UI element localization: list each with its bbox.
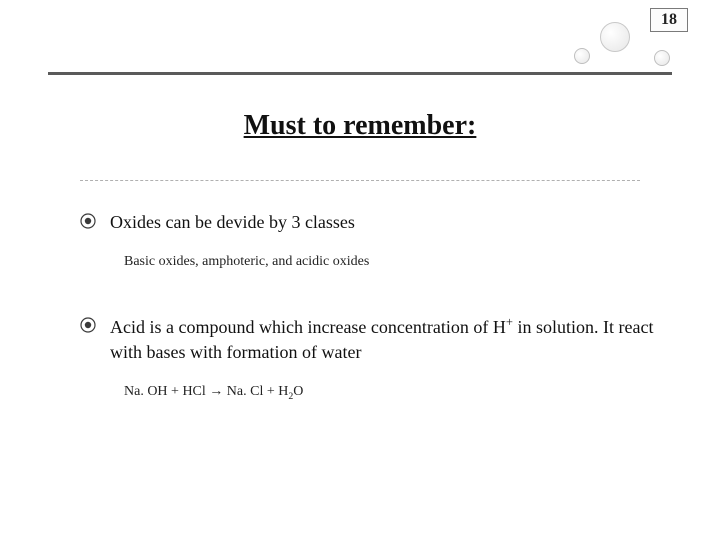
dashed-separator <box>80 180 640 181</box>
item-heading: Oxides can be devide by 3 classes <box>110 210 355 234</box>
page-number: 18 <box>650 8 688 32</box>
decoration-circle <box>574 48 590 64</box>
decoration-circle <box>600 22 630 52</box>
item-body: Na. OH + HCl → Na. Cl + H2O <box>124 384 660 402</box>
list-item: Acid is a compound which increase concen… <box>80 314 660 401</box>
decoration-circle <box>654 50 670 66</box>
item-body: Basic oxides, amphoteric, and acidic oxi… <box>124 254 660 270</box>
item-heading: Acid is a compound which increase concen… <box>110 314 660 364</box>
list-item: Oxides can be devide by 3 classes Basic … <box>80 210 660 270</box>
horizontal-rule <box>48 72 672 75</box>
bullet-icon <box>80 317 96 333</box>
bullet-icon <box>80 213 96 229</box>
content-area: Oxides can be devide by 3 classes Basic … <box>80 210 660 446</box>
slide-title: Must to remember: <box>0 110 720 142</box>
